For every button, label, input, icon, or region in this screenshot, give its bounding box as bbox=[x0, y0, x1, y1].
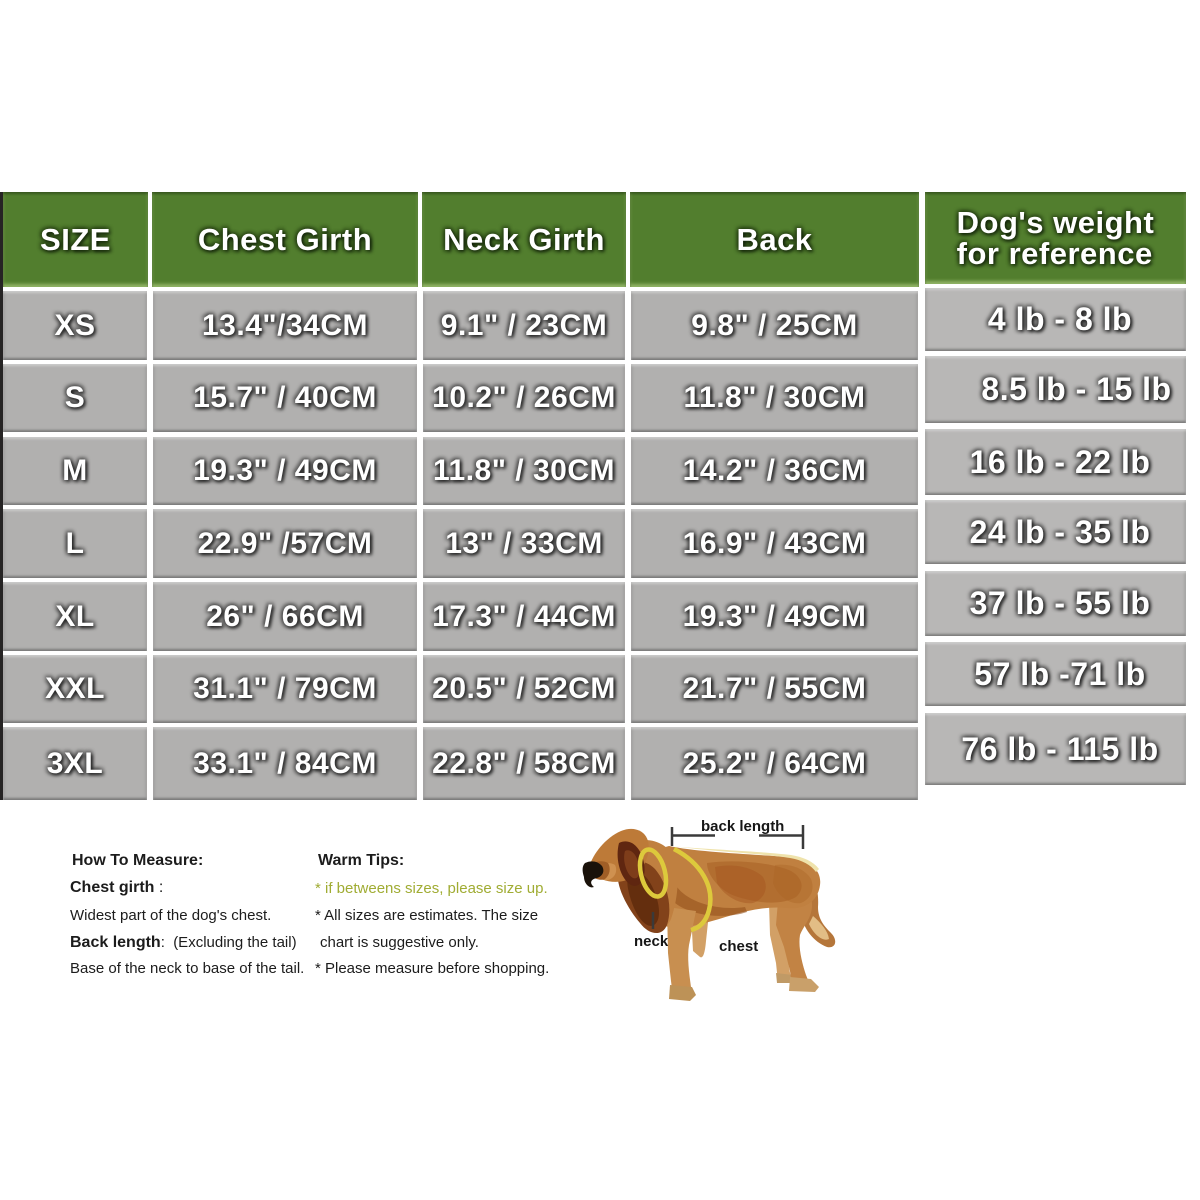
svg-text:chest: chest bbox=[719, 938, 758, 955]
svg-text:neck: neck bbox=[634, 933, 669, 950]
svg-text:back length: back length bbox=[701, 818, 784, 835]
